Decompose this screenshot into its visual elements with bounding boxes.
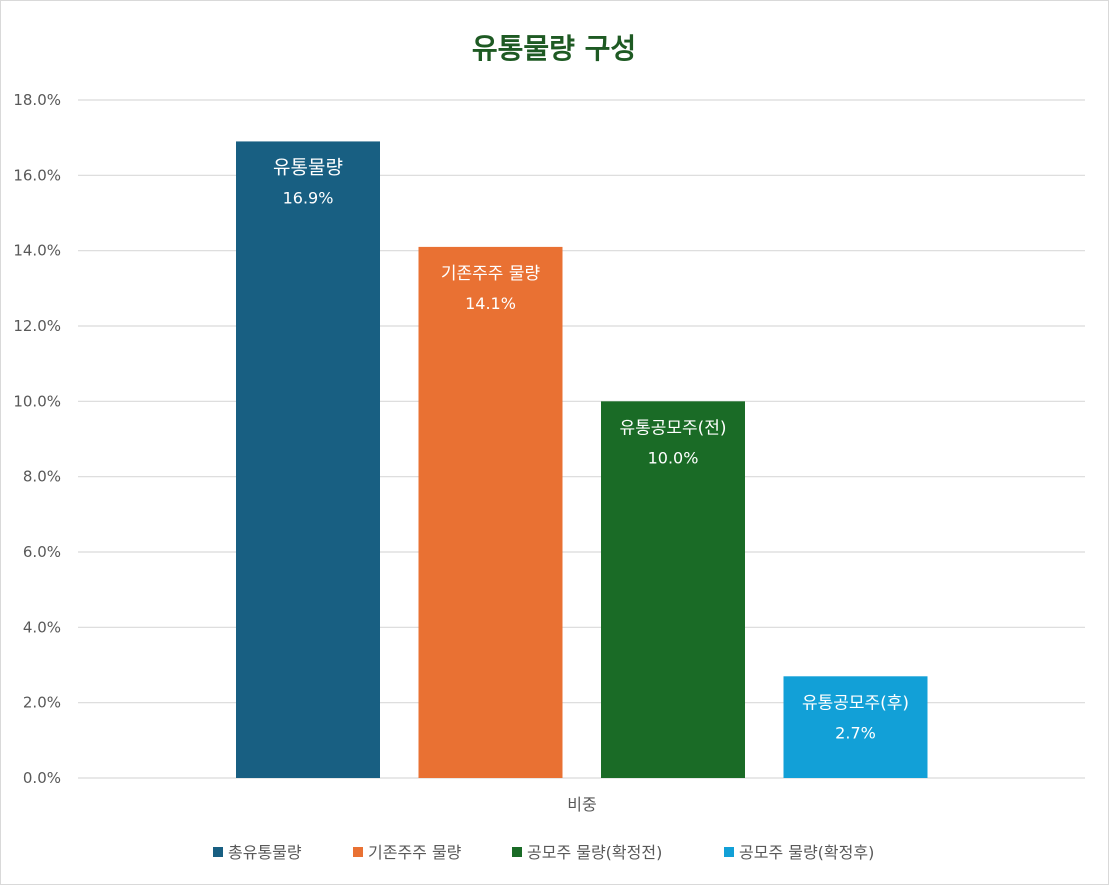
y-tick-label: 0.0%	[23, 769, 61, 787]
data-label-name: 유통공모주(후)	[802, 693, 909, 713]
data-label-name: 유통공모주(전)	[619, 418, 726, 438]
legend-entry-label: 기존주주 물량	[368, 843, 462, 862]
y-tick-label: 18.0%	[13, 91, 61, 109]
data-labels: 유통물량 16.9% 기존주주 물량 14.1% 유통공모주(전) 10.0% 유통공모주(…	[273, 156, 909, 742]
y-tick-label: 8.0%	[23, 468, 61, 486]
legend-swatch	[213, 847, 223, 857]
y-tick-label: 12.0%	[13, 317, 61, 335]
bar-series-4	[783, 676, 928, 778]
legend-entry-label: 공모주 물량(확정후)	[739, 843, 874, 862]
y-tick-label: 16.0%	[13, 166, 61, 184]
legend-entry-label: 공모주 물량(확정전)	[527, 843, 662, 862]
y-tick-label: 14.0%	[13, 242, 61, 260]
y-tick-label: 6.0%	[23, 543, 61, 561]
gridlines	[78, 99, 1085, 779]
data-label-value: 16.9%	[283, 188, 334, 207]
bar-series-1	[236, 141, 380, 778]
y-tick-label: 4.0%	[23, 618, 61, 636]
y-tick-label: 10.0%	[13, 392, 61, 410]
bars	[236, 141, 928, 778]
legend-swatch	[353, 847, 363, 857]
y-axis-ticks: 0.0% 2.0% 4.0% 6.0% 8.0% 10.0% 12.0% 14.0% 16.0%…	[13, 91, 61, 787]
legend: 총유통물량 기존주주 물량 공모주 물량(확정전) 공모주 물량(확정후)	[213, 843, 874, 862]
data-label-value: 2.7%	[835, 723, 876, 742]
y-tick-label: 2.0%	[23, 694, 61, 712]
bar-series-3	[601, 401, 745, 778]
bar-series-2	[418, 246, 563, 778]
x-category-label: 비중	[567, 795, 596, 814]
legend-entry-label: 총유통물량	[228, 843, 302, 862]
legend-swatch	[512, 847, 522, 857]
data-label-name: 기존주주 물량	[441, 264, 541, 284]
legend-swatch	[724, 847, 734, 857]
data-label-value: 10.0%	[648, 448, 699, 467]
chart-title: 유통물량 구성	[472, 32, 636, 65]
data-label-name: 유통물량	[273, 156, 343, 178]
data-label-value: 14.1%	[465, 294, 516, 313]
